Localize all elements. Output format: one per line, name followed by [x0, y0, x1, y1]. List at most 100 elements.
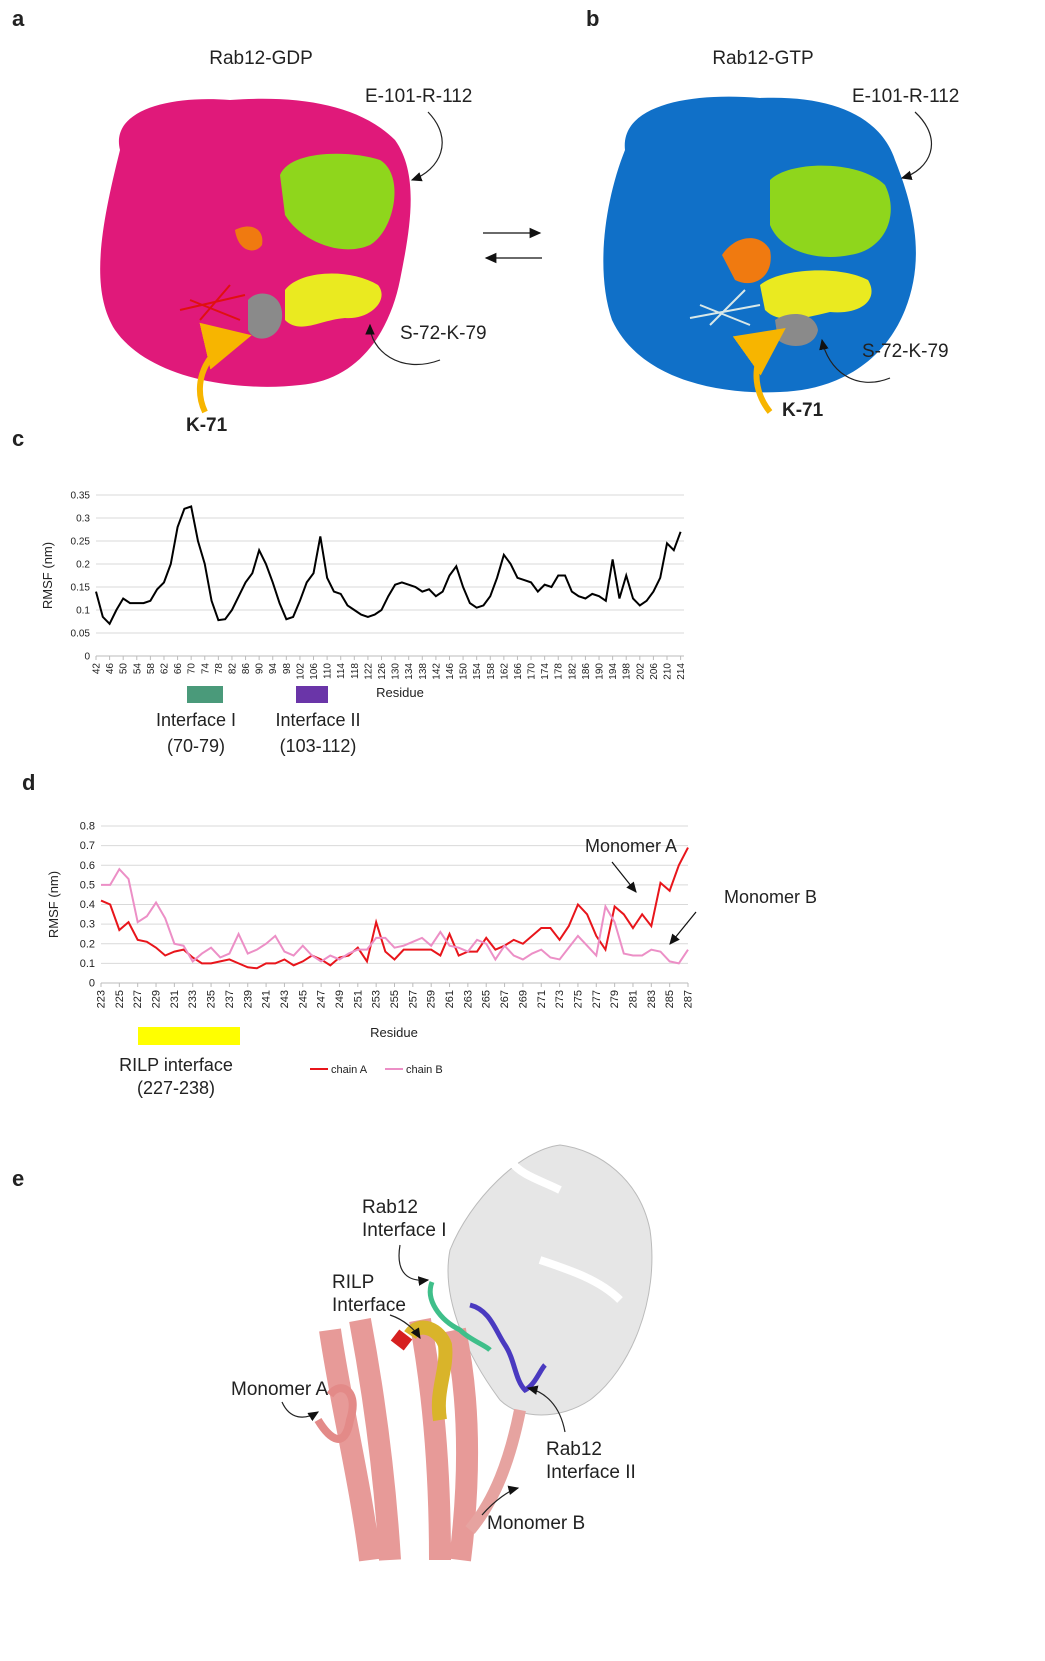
y-tick-label: 0.1 [76, 606, 90, 617]
x-tick-label: 58 [146, 663, 157, 675]
arrow [900, 111, 933, 180]
x-tick-label: 74 [200, 663, 211, 675]
x-tick-label: 102 [295, 663, 306, 680]
x-axis-label: Residue [370, 1025, 418, 1040]
x-tick-label: 138 [418, 663, 429, 680]
y-tick-label: 0.6 [80, 860, 95, 872]
molecule-title: Rab12-GDP [209, 48, 313, 69]
panel-letter: a [12, 6, 25, 31]
x-tick-label: 42 [92, 663, 103, 675]
arrow [398, 1244, 430, 1286]
structure-label: Interface II [546, 1462, 636, 1483]
y-tick-label: 0.3 [76, 514, 90, 525]
y-tick-label: 0.2 [80, 938, 95, 950]
x-tick-label: 118 [350, 663, 361, 679]
x-tick-label: 70 [187, 663, 198, 675]
y-tick-label: 0.7 [80, 840, 95, 852]
panel-letter: d [22, 770, 35, 795]
arrow [526, 1385, 566, 1433]
arrow [365, 323, 441, 366]
x-tick-label: 142 [431, 663, 442, 680]
molecule-gdp [100, 98, 411, 387]
region-label: S-72-K-79 [862, 341, 949, 362]
panel-letter: c [12, 426, 24, 451]
annotation: RILP interface [119, 1055, 233, 1075]
panel-letter: e [12, 1166, 24, 1191]
y-tick-label: 0.1 [80, 958, 95, 970]
y-tick-label: 0.2 [76, 560, 90, 571]
structure-label: Rab12 [546, 1439, 602, 1460]
structure-label: Monomer B [487, 1513, 585, 1534]
arrow [611, 861, 637, 893]
x-tick-label: 78 [214, 663, 225, 675]
data-line [101, 867, 689, 965]
x-tick-label: 229 [151, 990, 163, 1008]
x-tick-label: 281 [627, 990, 639, 1008]
x-tick-label: 251 [352, 990, 364, 1008]
panel-letter: b [586, 6, 599, 31]
y-axis-label: RMSF (nm) [46, 871, 61, 938]
arrow [281, 1401, 320, 1422]
arrow [410, 111, 443, 182]
x-tick-label: 66 [173, 663, 184, 675]
x-tick-label: 253 [371, 990, 383, 1008]
x-tick-label: 98 [282, 663, 293, 675]
structure-label: Rab12 [362, 1197, 418, 1218]
y-axis-label: RMSF (nm) [40, 542, 55, 609]
x-tick-label: 271 [536, 990, 548, 1008]
y-tick-label: 0.05 [71, 629, 91, 640]
x-tick-label: 190 [595, 663, 606, 680]
x-tick-label: 198 [622, 663, 633, 680]
x-tick-label: 225 [114, 990, 126, 1008]
legend-label: chain A [331, 1064, 368, 1076]
x-tick-label: 237 [224, 990, 236, 1008]
x-tick-label: 110 [323, 663, 334, 679]
x-tick-label: 54 [132, 663, 143, 675]
annotation: Monomer A [585, 836, 677, 856]
annotation-box [138, 1027, 240, 1045]
x-tick-label: 287 [683, 990, 695, 1008]
x-tick-label: 82 [227, 663, 238, 675]
arrow [669, 911, 697, 945]
x-tick-label: 166 [513, 663, 524, 680]
x-tick-label: 283 [646, 990, 658, 1008]
x-tick-label: 275 [572, 990, 584, 1008]
x-tick-label: 269 [517, 990, 529, 1008]
molecule-gtp [603, 96, 916, 393]
x-tick-label: 241 [261, 990, 273, 1008]
arrow [389, 1314, 421, 1340]
arrow [819, 338, 891, 383]
x-tick-label: 259 [426, 990, 438, 1008]
structure-label: Interface [332, 1295, 406, 1316]
y-tick-label: 0.5 [80, 879, 95, 891]
x-tick-label: 223 [96, 990, 108, 1008]
annotation: Interface I [156, 710, 236, 730]
x-tick-label: 154 [472, 663, 483, 680]
x-tick-label: 231 [169, 990, 181, 1008]
x-tick-label: 178 [554, 663, 565, 680]
x-tick-label: 227 [132, 990, 144, 1008]
x-tick-label: 243 [279, 990, 291, 1008]
x-tick-label: 62 [159, 663, 170, 675]
y-tick-label: 0 [89, 978, 95, 990]
annotation-sub: (227-238) [137, 1078, 215, 1098]
legend-label: chain B [406, 1064, 443, 1076]
x-tick-label: 265 [481, 990, 493, 1008]
y-tick-label: 0.4 [80, 899, 95, 911]
x-tick-label: 273 [554, 990, 566, 1008]
annotation: Monomer B [724, 887, 817, 907]
x-tick-label: 261 [444, 990, 456, 1008]
x-axis-label: Residue [376, 685, 424, 700]
x-tick-label: 146 [445, 663, 456, 680]
x-tick-label: 263 [462, 990, 474, 1008]
x-tick-label: 106 [309, 663, 320, 680]
x-tick-label: 182 [567, 663, 578, 680]
arrow [197, 322, 252, 414]
x-tick-label: 249 [334, 990, 346, 1008]
annotation: Interface II [275, 710, 360, 730]
y-tick-label: 0.25 [71, 537, 91, 548]
annotation-sub: (103-112) [280, 736, 357, 756]
x-tick-label: 202 [635, 663, 646, 680]
annotation-sub: (70-79) [167, 736, 225, 756]
